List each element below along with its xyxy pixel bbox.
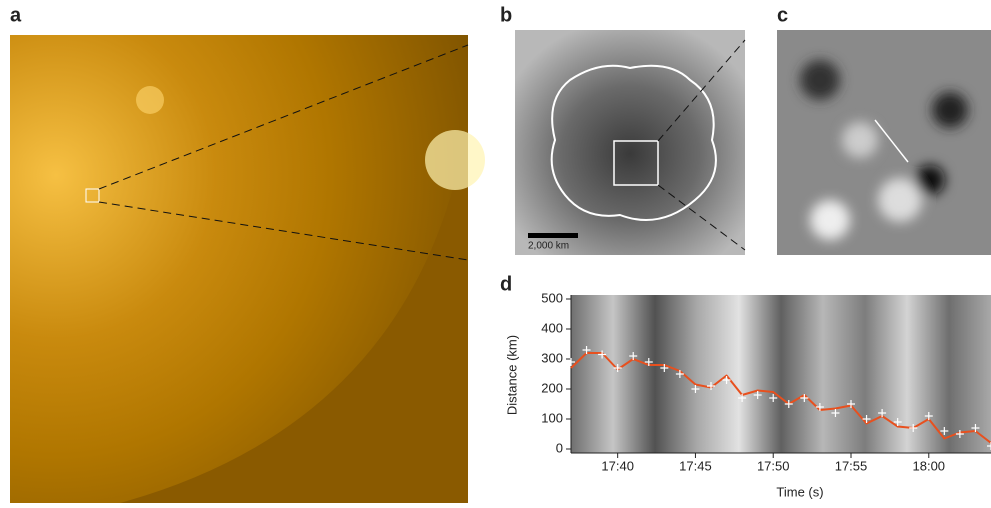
panel-label: b [500,4,512,26]
x-tick-label: 17:45 [679,458,712,473]
x-tick-label: 17:55 [835,458,868,473]
x-tick-label: 17:40 [601,458,634,473]
bright-region [136,86,164,114]
x-axis-label: Time (s) [776,484,823,499]
scale-bar-label: 2,000 km [528,241,569,252]
x-tick-label: 18:00 [913,458,946,473]
page: a b 2,000 km c d Distance (km) Time (s) … [0,0,991,503]
scale-bar [528,233,578,238]
y-axis-label: Distance (km) [504,335,519,415]
y-tick-label: 500 [541,290,563,305]
x-tick-label: 17:50 [757,458,790,473]
y-tick-label: 400 [541,320,563,335]
y-tick-label: 100 [541,410,563,425]
figure: a b 2,000 km c d Distance (km) Time (s) … [0,0,991,503]
panel-label: c [777,4,788,26]
y-tick-label: 200 [541,380,563,395]
panel-label: a [10,4,22,26]
sunspot-image [515,30,745,255]
y-tick-label: 300 [541,350,563,365]
y-tick-label: 0 [556,440,563,455]
time-distance-map [571,295,991,453]
limb-brightening [425,130,485,190]
panel-label: d [500,273,512,295]
